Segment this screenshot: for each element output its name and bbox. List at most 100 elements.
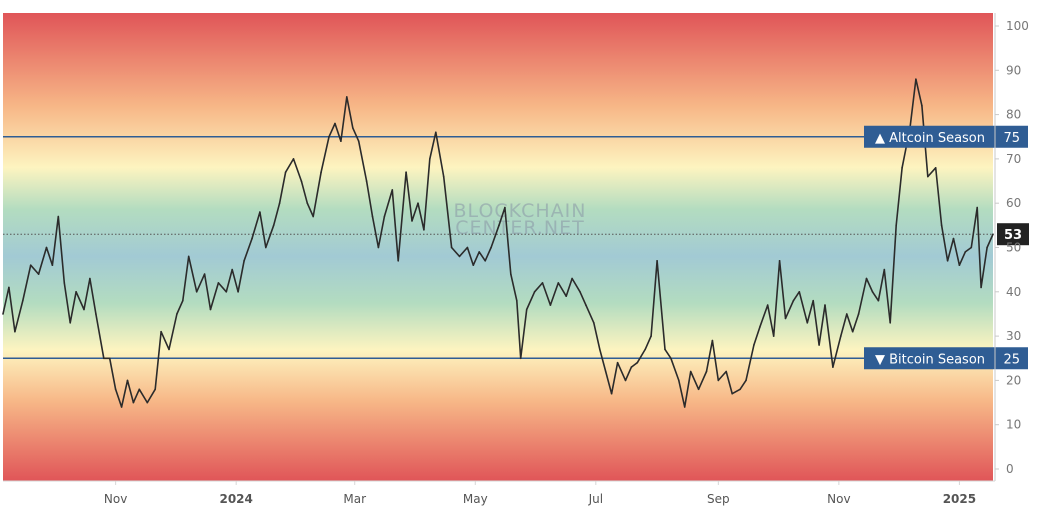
data-point	[478, 251, 481, 253]
data-point	[705, 370, 708, 373]
x-tick-label: 2025	[943, 492, 976, 506]
data-point	[889, 322, 891, 324]
data-point	[940, 224, 943, 227]
x-tick-label: Mar	[343, 492, 366, 506]
data-point	[195, 291, 198, 293]
data-point	[346, 96, 348, 98]
data-point	[272, 224, 275, 227]
data-point	[832, 366, 834, 368]
data-point	[927, 175, 929, 178]
data-point	[352, 127, 354, 129]
data-point	[818, 344, 820, 346]
current-value-text: 53	[1004, 228, 1022, 243]
y-tick-label: 80	[1006, 108, 1021, 122]
data-point	[231, 268, 233, 271]
data-point	[915, 78, 917, 80]
y-ticks: 0 10 20 30 40 50 60 70 80 90 100	[995, 19, 1029, 476]
data-point	[284, 171, 287, 173]
data-point	[616, 361, 619, 364]
data-point	[377, 246, 380, 249]
data-point	[259, 211, 261, 213]
data-point	[921, 104, 923, 107]
data-point	[798, 291, 801, 293]
data-point	[357, 140, 360, 142]
data-point	[45, 246, 48, 249]
data-point	[952, 237, 955, 240]
reference-label-box	[864, 347, 1028, 370]
x-ticks: Nov 2024 Mar May Jul Sep Nov 2025	[104, 481, 976, 506]
data-point	[678, 379, 680, 382]
data-point	[895, 224, 897, 227]
data-point	[636, 361, 639, 364]
data-point	[365, 180, 368, 182]
chart-background	[3, 13, 993, 481]
reference-labels: ▲ Altcoin Season 75 ▼ Bitcoin Season 25 53	[864, 125, 1029, 370]
y-tick-label: 40	[1006, 285, 1021, 299]
data-point	[840, 335, 842, 337]
data-point	[516, 299, 518, 302]
data-point	[120, 406, 123, 408]
data-point	[541, 282, 544, 284]
data-point	[593, 322, 595, 324]
data-point	[405, 171, 407, 173]
data-point	[753, 344, 755, 346]
data-point	[176, 313, 178, 315]
data-point	[871, 291, 874, 293]
data-point	[340, 140, 342, 142]
data-point	[519, 357, 522, 360]
x-tick-label: 2024	[219, 492, 252, 506]
data-point	[610, 392, 613, 395]
data-point	[484, 260, 487, 262]
data-point	[964, 251, 967, 253]
data-point	[976, 206, 978, 209]
data-point	[57, 215, 60, 218]
data-point	[557, 282, 560, 284]
data-point	[824, 304, 826, 306]
data-point	[217, 282, 220, 284]
data-point	[300, 180, 303, 182]
data-point	[865, 277, 868, 280]
watermark: BLOCKCHAIN CENTER.NET	[454, 200, 586, 239]
data-point	[579, 291, 581, 293]
data-point	[759, 326, 761, 329]
data-point	[958, 264, 961, 267]
y-tick-label: 0	[1006, 462, 1014, 476]
data-point	[103, 357, 105, 360]
x-axis: Nov 2024 Mar May Jul Sep Nov 2025	[3, 480, 995, 506]
reference-label: ▼ Bitcoin Season 25	[864, 347, 1028, 370]
data-point	[549, 304, 552, 306]
reference-label-text: ▼ Bitcoin Season	[875, 352, 985, 367]
data-point	[417, 202, 419, 204]
data-point	[670, 357, 672, 360]
y-tick-label: 60	[1006, 196, 1021, 210]
reference-lines	[3, 136, 993, 359]
data-point	[138, 388, 141, 391]
data-point	[812, 299, 814, 302]
watermark-line-2: CENTER.NET	[455, 217, 584, 239]
data-point	[697, 388, 700, 391]
data-point	[656, 260, 658, 262]
data-point	[320, 171, 322, 173]
data-point	[51, 264, 54, 267]
data-point	[292, 158, 295, 160]
data-point	[458, 255, 461, 258]
y-axis: 0 10 20 30 40 50 60 70 80 90 100	[994, 13, 1029, 481]
data-point	[883, 268, 886, 271]
data-point	[14, 330, 16, 333]
data-point	[725, 370, 727, 373]
x-tick-label: Jul	[588, 492, 603, 506]
data-point	[278, 202, 281, 204]
y-tick-label: 90	[1006, 63, 1021, 77]
data-point	[154, 388, 156, 391]
data-point	[371, 215, 374, 218]
data-point	[8, 286, 10, 289]
data-point	[435, 131, 437, 134]
data-point	[334, 122, 336, 125]
data-point	[89, 277, 91, 280]
data-point	[29, 264, 32, 267]
data-point	[992, 233, 994, 235]
data-point	[160, 330, 162, 333]
y-tick-label: 20	[1006, 373, 1021, 387]
data-point	[851, 330, 854, 333]
